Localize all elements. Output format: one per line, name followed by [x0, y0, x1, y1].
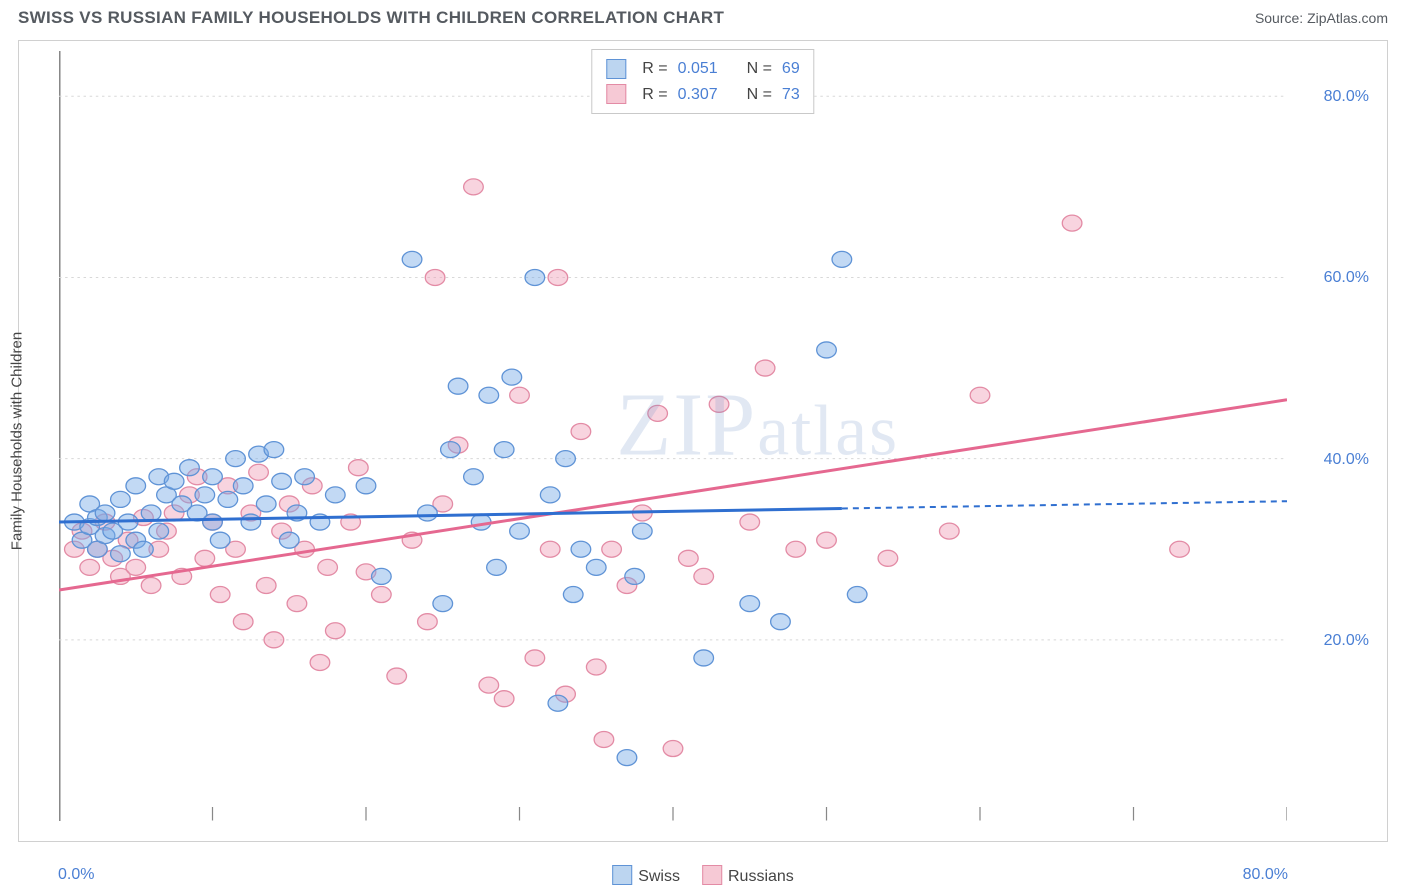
legend-correlation-row: R = 0.307 N = 73	[606, 82, 799, 108]
plot-area	[59, 51, 1287, 821]
chart-frame: Family Households with Children 20.0%40.…	[18, 40, 1388, 842]
y-tick-label: 60.0%	[1324, 269, 1369, 287]
legend-correlation-row: R = 0.051 N = 69	[606, 56, 799, 82]
x-axis-row: 0.0% Swiss Russians 80.0%	[18, 866, 1388, 884]
chart-title: SWISS VS RUSSIAN FAMILY HOUSEHOLDS WITH …	[18, 8, 724, 28]
x-axis-min-label: 0.0%	[58, 866, 94, 884]
x-axis-max-label: 80.0%	[1243, 866, 1288, 884]
legend-series-item: Russians	[702, 865, 794, 886]
y-tick-label: 20.0%	[1324, 632, 1369, 650]
legend-series: Swiss Russians	[612, 865, 794, 886]
legend-correlation: R = 0.051 N = 69R = 0.307 N = 73	[591, 49, 814, 114]
y-tick-label: 40.0%	[1324, 451, 1369, 469]
legend-series-item: Swiss	[612, 865, 680, 886]
y-tick-label: 80.0%	[1324, 88, 1369, 106]
y-axis-label: Family Households with Children	[9, 332, 26, 550]
source-attribution: Source: ZipAtlas.com	[1255, 10, 1388, 26]
